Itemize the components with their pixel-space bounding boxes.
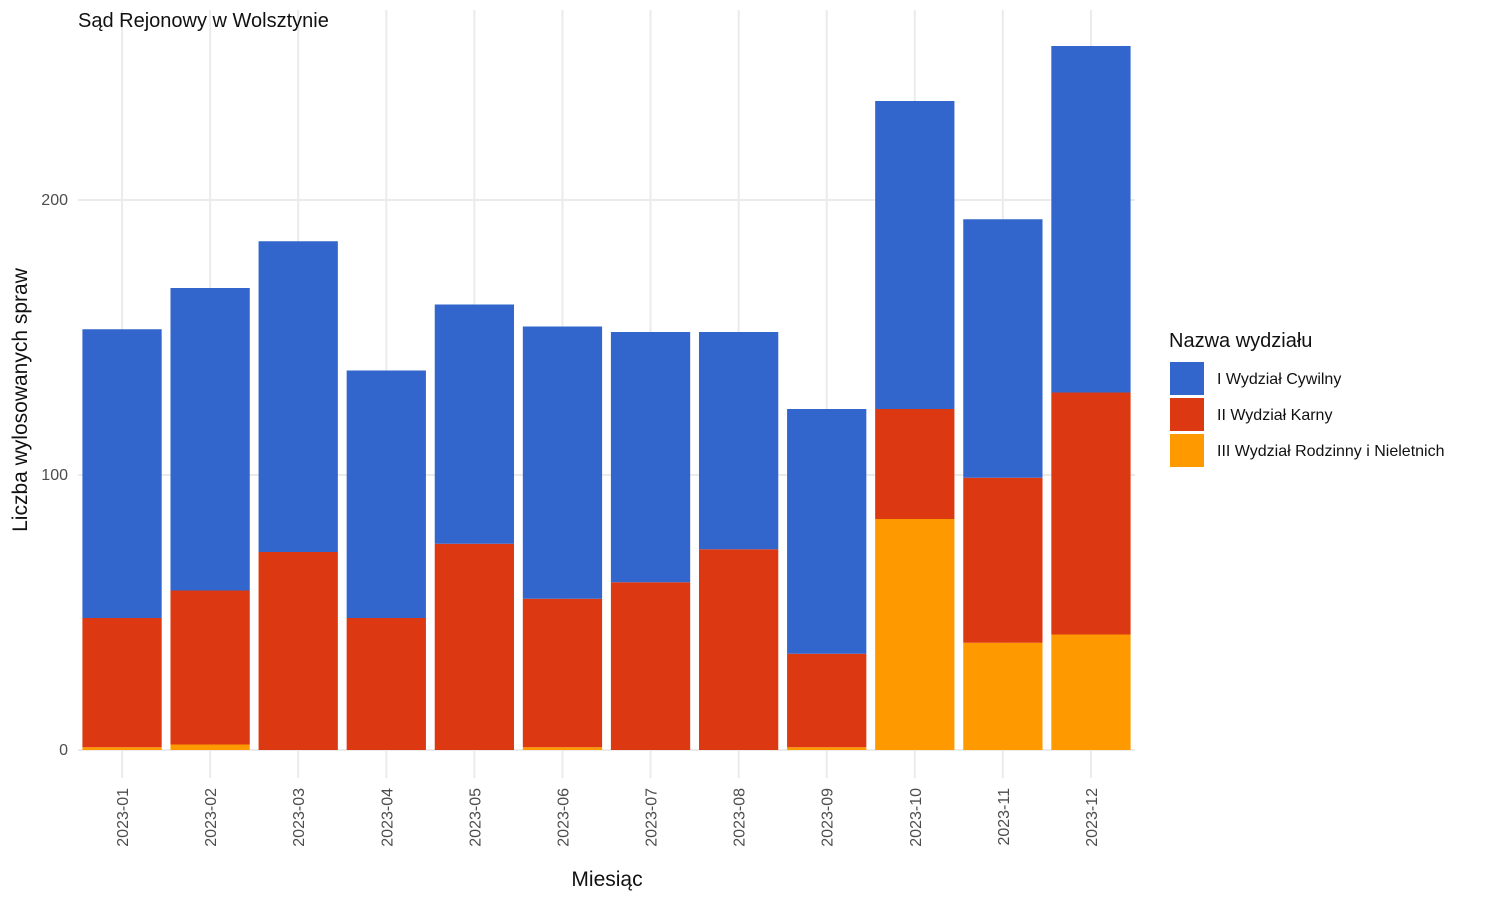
bar-segment	[82, 747, 162, 750]
y-axis-ticks: 0 100 200	[41, 192, 68, 759]
bar-segment	[346, 370, 426, 618]
bar-segment	[787, 653, 867, 748]
bar-segment	[875, 409, 955, 519]
bar-segment	[698, 332, 779, 550]
x-tick-label: 2023-03	[291, 788, 308, 847]
y-tick-label: 0	[59, 742, 68, 759]
x-tick-label: 2023-02	[203, 788, 220, 847]
legend-swatch	[1170, 398, 1204, 431]
legend: Nazwa wydziału I Wydział Cywilny II Wydzi…	[1169, 330, 1445, 467]
x-tick-label: 2023-04	[379, 788, 396, 847]
x-tick-label: 2023-07	[644, 788, 661, 847]
x-tick-label: 2023-08	[732, 788, 749, 847]
legend-title: Nazwa wydziału	[1169, 330, 1312, 352]
legend-label: III Wydział Rodzinny i Nieletnich	[1217, 443, 1445, 460]
bar-segment	[610, 332, 691, 583]
bar-segment	[610, 582, 691, 750]
bar-segment	[522, 747, 603, 750]
x-tick-label: 2023-12	[1084, 788, 1101, 847]
x-tick-label: 2023-11	[996, 788, 1013, 846]
legend-label: I Wydział Cywilny	[1217, 371, 1341, 388]
bar-segment	[434, 304, 515, 544]
x-tick-label: 2023-09	[820, 788, 837, 847]
x-tick-label: 2023-10	[908, 788, 925, 847]
bar-segment	[1051, 634, 1131, 750]
y-axis-title: Liczba wylosowanych spraw	[9, 267, 32, 532]
bar-segment	[787, 747, 867, 750]
bars	[82, 46, 1131, 750]
bar-segment	[963, 219, 1043, 478]
bar-segment	[875, 101, 955, 409]
bar-segment	[170, 744, 250, 750]
bar-segment	[82, 618, 162, 748]
bar-segment	[346, 618, 426, 750]
bar-segment	[787, 409, 867, 654]
bar-segment	[522, 326, 603, 599]
bar-segment	[170, 590, 250, 745]
y-tick-label: 200	[41, 192, 68, 209]
bar-segment	[434, 543, 515, 750]
bar-segment	[522, 598, 603, 748]
x-axis-title: Miesiąc	[571, 868, 642, 891]
x-tick-label: 2023-05	[467, 788, 484, 847]
chart-title: Sąd Rejonowy w Wolsztynie	[78, 10, 329, 32]
bar-segment	[258, 241, 338, 552]
x-axis-ticks: 2023-01 2023-02 2023-03 2023-04 2023-05 2023-…	[115, 788, 1101, 847]
legend-swatch	[1170, 434, 1204, 467]
bar-segment	[963, 642, 1043, 750]
legend-label: II Wydział Karny	[1217, 407, 1332, 424]
bar-segment	[82, 329, 162, 618]
legend-swatch	[1170, 362, 1204, 395]
bar-segment	[170, 288, 250, 591]
y-tick-label: 100	[41, 467, 68, 484]
bar-segment	[698, 549, 779, 750]
bar-segment	[258, 552, 338, 750]
x-tick-label: 2023-01	[115, 788, 132, 847]
bar-segment	[875, 519, 955, 750]
bar-segment	[1051, 46, 1131, 393]
bar-segment	[963, 477, 1043, 643]
x-tick-label: 2023-06	[555, 788, 572, 847]
bar-segment	[1051, 392, 1131, 635]
